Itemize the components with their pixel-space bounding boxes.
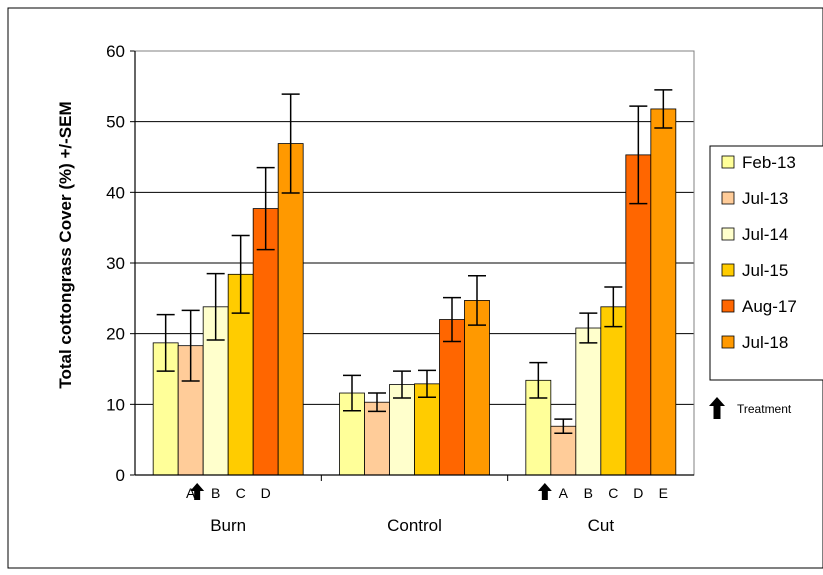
legend-label: Aug-17 bbox=[742, 297, 797, 316]
legend-swatch bbox=[721, 263, 735, 277]
treatment-letter: B bbox=[211, 485, 220, 501]
chart-frame bbox=[7, 7, 823, 569]
bar-cut-jul-14 bbox=[575, 327, 602, 476]
y-tick-label: 20 bbox=[106, 325, 125, 344]
bar-control-jul-18 bbox=[464, 300, 490, 476]
legend-label: Jul-18 bbox=[742, 333, 788, 352]
x-group-label: Cut bbox=[588, 516, 615, 535]
treatment-letter: D bbox=[633, 485, 643, 501]
treatment-letter: A bbox=[186, 485, 196, 501]
x-group-label: Burn bbox=[210, 516, 246, 535]
y-axis-label: Total cottongrass Cover (%) +/-SEM bbox=[56, 101, 75, 388]
bar-control-jul-13 bbox=[364, 401, 390, 476]
treatment-letter: B bbox=[584, 485, 593, 501]
y-tick-label: 40 bbox=[106, 183, 125, 202]
legend-swatch bbox=[721, 191, 735, 205]
treatment-arrow-shape bbox=[190, 483, 205, 500]
treatment-arrow-icon bbox=[190, 483, 205, 500]
legend-label: Jul-14 bbox=[742, 225, 788, 244]
legend-label: Jul-13 bbox=[742, 189, 788, 208]
y-tick-label: 50 bbox=[106, 113, 125, 132]
bar-control-aug-17 bbox=[439, 319, 465, 476]
legend-label: Feb-13 bbox=[742, 153, 796, 172]
treatment-arrow-icon bbox=[537, 483, 552, 500]
legend-swatch bbox=[721, 299, 735, 313]
treatment-letter: C bbox=[236, 485, 246, 501]
bar-cut-jul-15 bbox=[600, 306, 627, 476]
legend-treatment-label: Treatment bbox=[737, 402, 792, 416]
y-tick-label: 10 bbox=[106, 395, 125, 414]
bars bbox=[152, 89, 677, 476]
y-tick-label: 30 bbox=[106, 254, 125, 273]
legend-swatch bbox=[721, 155, 735, 169]
legend-label: Jul-15 bbox=[742, 261, 788, 280]
legend-treatment-entry: Treatment bbox=[709, 397, 792, 419]
y-tick-label: 0 bbox=[116, 466, 125, 485]
legend: Feb-13 Jul-13 Jul-14 Jul-15 Aug-17 Jul-18 Trea… bbox=[709, 145, 823, 419]
legend-swatch bbox=[721, 227, 735, 241]
legend-swatch bbox=[721, 335, 735, 349]
bar-control-jul-15 bbox=[414, 383, 440, 476]
treatment-arrow-icon bbox=[709, 397, 725, 419]
bar-burn-aug-17 bbox=[252, 208, 279, 476]
treatment-arrow-shape bbox=[537, 483, 552, 500]
x-group-label: Control bbox=[387, 516, 442, 535]
treatment-letter: D bbox=[261, 485, 271, 501]
y-tick-label: 60 bbox=[106, 42, 125, 61]
treatment-letter: A bbox=[559, 485, 569, 501]
treatment-letter: E bbox=[659, 485, 668, 501]
bar-cut-jul-18 bbox=[650, 108, 677, 476]
treatment-letter: C bbox=[608, 485, 618, 501]
